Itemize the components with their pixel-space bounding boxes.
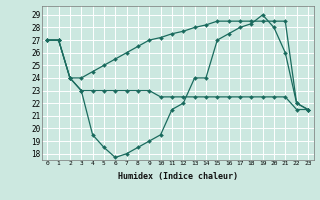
X-axis label: Humidex (Indice chaleur): Humidex (Indice chaleur) xyxy=(118,172,237,181)
